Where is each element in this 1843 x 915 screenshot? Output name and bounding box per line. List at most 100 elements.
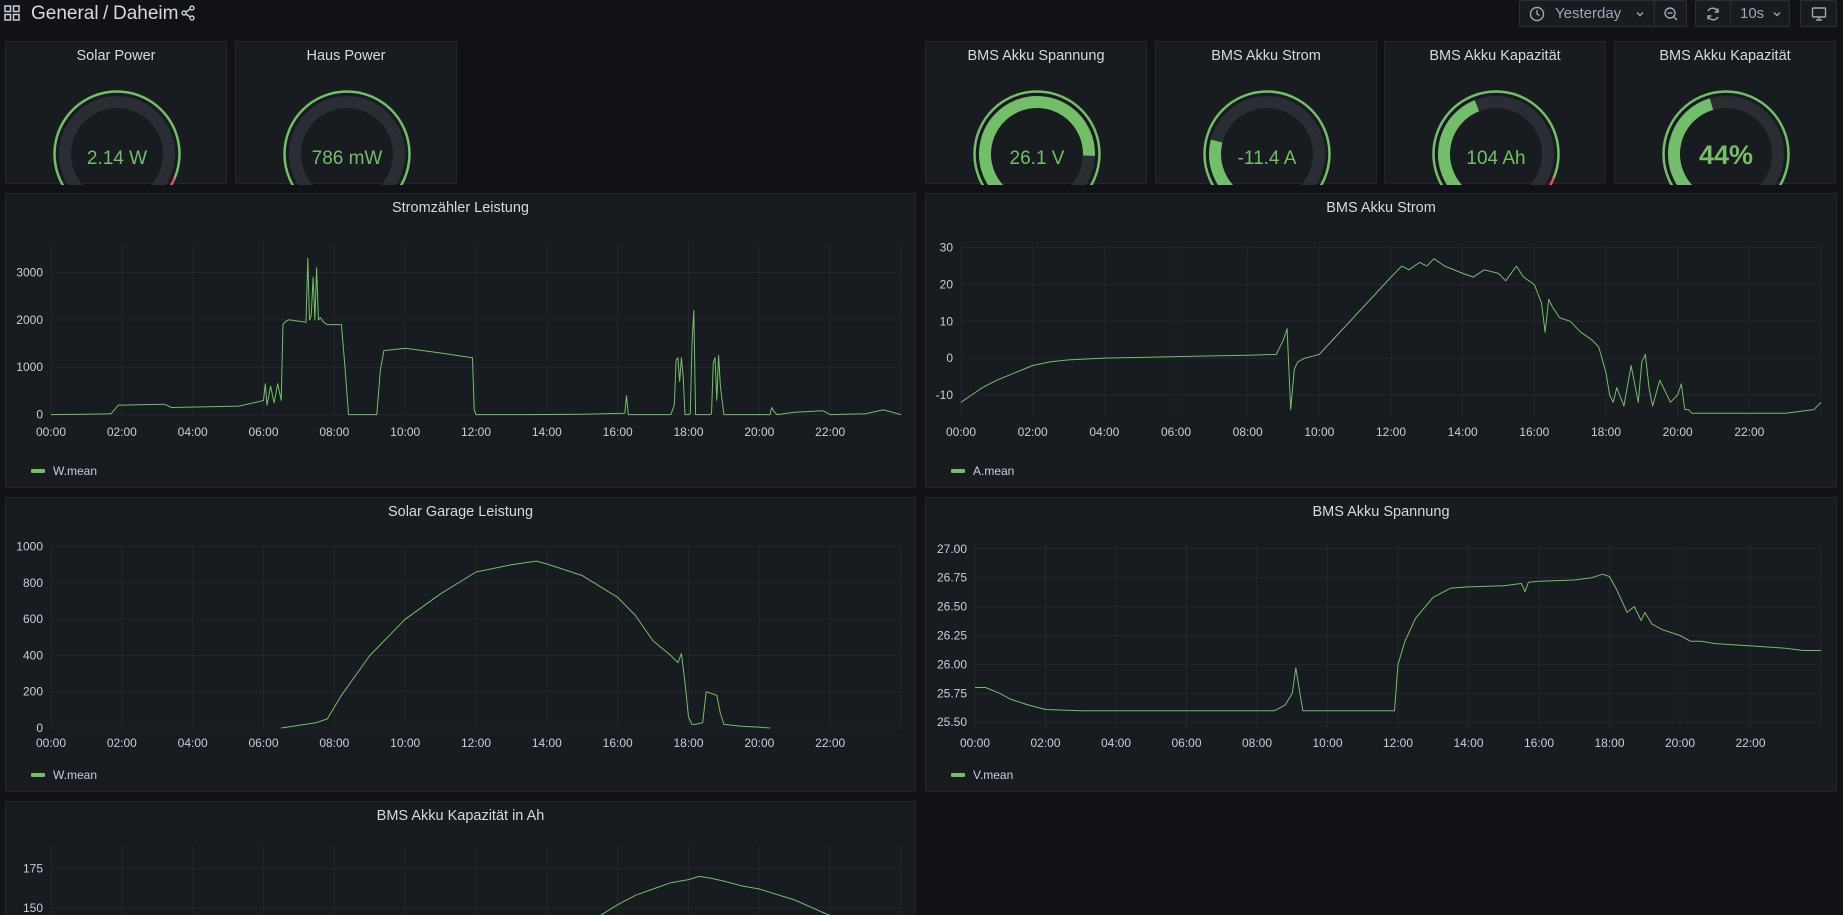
series-line (960, 258, 1822, 414)
breadcrumb-folder[interactable]: General (31, 3, 99, 24)
x-tick-label: 12:00 (461, 736, 491, 750)
x-tick-label: 16:00 (603, 425, 633, 439)
gauge-panel-bms-akku-strom[interactable]: BMS Akku Strom -11.4 A (1155, 41, 1377, 185)
clock-icon (1529, 6, 1545, 21)
chart-panel-solar-garage-leistung[interactable]: Solar Garage Leistung 00:00 02:00 04:00 06:… (5, 497, 916, 792)
line-chart[interactable]: 00:00 02:00 04:00 06:00 08:00 10:00 12:00 14:00… (926, 194, 1838, 489)
x-tick-label: 20:00 (744, 425, 774, 439)
y-tick-label: 25.75 (937, 686, 967, 700)
legend[interactable]: V.mean (951, 768, 1013, 782)
x-tick-label: 16:00 (603, 736, 633, 750)
x-tick-label: 12:00 (461, 425, 491, 439)
x-tick-label: 04:00 (178, 425, 208, 439)
x-tick-label: 14:00 (532, 736, 562, 750)
monitor-icon (1811, 6, 1826, 21)
gauge-panel-bms-akku-kapazitaet-percent[interactable]: BMS Akku Kapazität 44% (1614, 41, 1836, 185)
x-tick-label: 08:00 (319, 425, 349, 439)
line-chart[interactable]: 00:00 02:00 04:00 06:00 08:00 10:00 12:00 14:00… (6, 194, 917, 489)
refresh-button[interactable] (1695, 0, 1731, 27)
x-tick-label: 02:00 (107, 425, 137, 439)
gauge-value-arc (1438, 100, 1480, 185)
chart-panel-bms-akku-strom[interactable]: BMS Akku Strom 00:00 02:00 04:00 06:00 08:00… (925, 193, 1837, 488)
x-tick-label: 08:00 (1242, 736, 1272, 750)
x-tick-label: 18:00 (1591, 425, 1621, 439)
legend-label: W.mean (53, 768, 98, 782)
x-tick-label: 16:00 (1519, 425, 1549, 439)
legend[interactable]: A.mean (951, 464, 1014, 478)
x-tick-label: 10:00 (1304, 425, 1334, 439)
y-tick-label: 27.00 (937, 542, 967, 556)
legend[interactable]: W.mean (31, 464, 97, 478)
panel-title: BMS Akku Kapazität in Ah (376, 808, 545, 824)
chart-panel-bms-akku-spannung[interactable]: BMS Akku Spannung 00:00 02:00 04:00 06:00 08… (925, 497, 1837, 792)
x-tick-label: 00:00 (36, 425, 66, 439)
gauge-panel-bms-akku-spannung[interactable]: BMS Akku Spannung 26.1 V (925, 41, 1147, 185)
gauge-threshold-green (53, 90, 181, 185)
line-chart[interactable]: 00:00 02:00 04:00 06:00 08:00 10:00 12:00 14:00… (926, 498, 1838, 793)
x-tick-label: 12:00 (1376, 425, 1406, 439)
y-tick-label: 25.50 (937, 715, 967, 729)
breadcrumb-dashboard[interactable]: Daheim (113, 3, 179, 24)
panel-title: BMS Akku Spannung (967, 48, 1105, 64)
chart-panel-bms-akku-kapazitaet-ah[interactable]: BMS Akku Kapazität in Ah 150 175 (5, 801, 916, 915)
legend-swatch (951, 469, 965, 473)
gauge: 26.1 V (973, 90, 1101, 185)
gauge: 44% (1662, 90, 1790, 185)
y-tick-label: -10 (936, 388, 954, 402)
x-tick-label: 06:00 (248, 425, 278, 439)
panel-title: BMS Akku Kapazität (1659, 48, 1791, 64)
panel-title: BMS Akku Strom (1326, 200, 1436, 216)
gauge-panel-bms-akku-kapazitaet-ah[interactable]: BMS Akku Kapazität 104 Ah (1384, 41, 1606, 185)
series-line (50, 257, 902, 416)
x-tick-label: 20:00 (1665, 736, 1695, 750)
series-line (281, 560, 771, 729)
y-tick-label: 0 (946, 351, 953, 365)
x-tick-label: 14:00 (532, 425, 562, 439)
legend-swatch (31, 469, 45, 473)
x-tick-label: 06:00 (248, 736, 278, 750)
series-line (975, 573, 1821, 712)
x-tick-label: 00:00 (946, 425, 976, 439)
y-tick-label: 150 (23, 901, 43, 915)
x-tick-label: 02:00 (1030, 736, 1060, 750)
y-tick-label: 26.00 (937, 657, 967, 671)
y-tick-label: 26.25 (937, 629, 967, 643)
panel-title: Solar Garage Leistung (387, 504, 534, 520)
gauge-panel-solar-power[interactable]: Solar Power 2.14 W (5, 41, 227, 185)
line-chart[interactable]: 150 175 (6, 802, 917, 915)
time-range-label: Yesterday (1555, 5, 1622, 22)
zoom-out-button[interactable] (1654, 0, 1687, 27)
x-tick-label: 10:00 (390, 736, 420, 750)
x-tick-label: 08:00 (1233, 425, 1263, 439)
y-tick-label: 0 (36, 721, 43, 735)
y-tick-label: 10 (940, 314, 954, 328)
chart-panel-stromzaehler-leistung[interactable]: Stromzähler Leistung 00:00 02:00 04:00 06:0… (5, 193, 916, 488)
legend[interactable]: W.mean (31, 768, 97, 782)
x-tick-label: 22:00 (1734, 425, 1764, 439)
gauge-panel-haus-power[interactable]: Haus Power 786 mW (235, 41, 457, 185)
dashboards-grid-icon[interactable] (4, 5, 20, 21)
gauge-threshold-green (973, 90, 1101, 185)
legend-label: A.mean (973, 464, 1015, 478)
x-tick-label: 00:00 (960, 736, 990, 750)
x-tick-label: 14:00 (1453, 736, 1483, 750)
x-tick-label: 18:00 (673, 736, 703, 750)
legend-label: W.mean (53, 464, 98, 478)
refresh-interval-label: 10s (1740, 5, 1765, 22)
time-range-picker[interactable]: Yesterday (1519, 0, 1663, 27)
x-tick-label: 02:00 (1018, 425, 1048, 439)
y-tick-label: 3000 (16, 265, 43, 279)
gauge-value-arc (1668, 98, 1714, 185)
panel-title: BMS Akku Spannung (1312, 504, 1450, 520)
line-chart[interactable]: 00:00 02:00 04:00 06:00 08:00 10:00 12:00 14:00… (6, 498, 917, 793)
x-tick-label: 08:00 (319, 736, 349, 750)
gauge-value-label: -11.4 A (1238, 148, 1297, 169)
view-mode-button[interactable] (1800, 0, 1837, 27)
gauge-value-arc (979, 96, 1095, 185)
x-tick-label: 16:00 (1524, 736, 1554, 750)
share-icon[interactable] (180, 5, 196, 21)
refresh-interval-picker[interactable]: 10s (1730, 0, 1790, 27)
gauge: 104 Ah (1432, 90, 1560, 185)
y-tick-label: 1000 (16, 360, 43, 374)
gauge-value-label: 26.1 V (1010, 148, 1065, 169)
